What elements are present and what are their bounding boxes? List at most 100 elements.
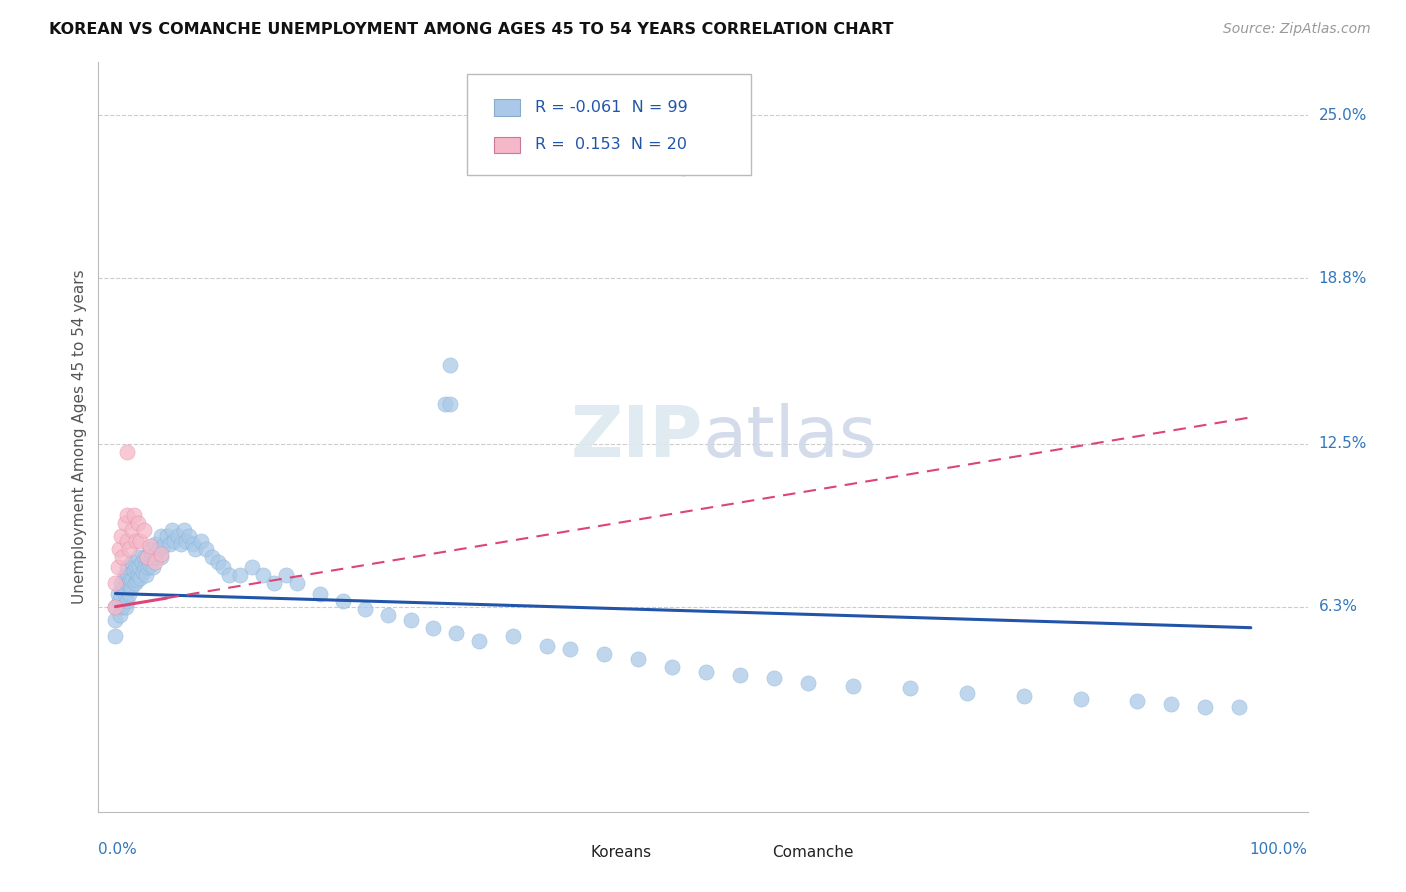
Text: Source: ZipAtlas.com: Source: ZipAtlas.com — [1223, 22, 1371, 37]
Point — [115, 560, 138, 574]
Point — [104, 613, 127, 627]
Point — [155, 529, 177, 543]
Point — [207, 555, 229, 569]
Point — [138, 558, 160, 572]
Point — [184, 541, 207, 556]
Point — [536, 639, 558, 653]
Point — [143, 547, 166, 561]
Point — [218, 568, 240, 582]
Text: 25.0%: 25.0% — [1319, 108, 1367, 122]
Point — [125, 533, 148, 548]
Point — [1194, 699, 1216, 714]
Point — [118, 541, 141, 556]
Point — [159, 536, 181, 550]
Point — [131, 555, 153, 569]
Point — [138, 541, 160, 556]
Point — [148, 541, 170, 556]
FancyBboxPatch shape — [494, 99, 520, 116]
Point — [190, 533, 212, 548]
Point — [127, 516, 149, 530]
Point — [115, 444, 138, 458]
Point — [108, 607, 131, 622]
Point — [136, 549, 159, 564]
Point — [160, 524, 183, 538]
FancyBboxPatch shape — [551, 845, 578, 861]
Text: KOREAN VS COMANCHE UNEMPLOYMENT AMONG AGES 45 TO 54 YEARS CORRELATION CHART: KOREAN VS COMANCHE UNEMPLOYMENT AMONG AG… — [49, 22, 894, 37]
Point — [149, 529, 172, 543]
Point — [212, 560, 235, 574]
Point — [173, 524, 195, 538]
Point — [143, 555, 166, 569]
Point — [111, 599, 134, 614]
Point — [842, 679, 865, 693]
Point — [762, 671, 785, 685]
Point — [127, 549, 149, 564]
Point — [118, 586, 141, 600]
Point — [444, 626, 467, 640]
Point — [132, 549, 155, 564]
Point — [114, 586, 136, 600]
Point — [354, 602, 377, 616]
Point — [399, 613, 422, 627]
Text: R =  0.153  N = 20: R = 0.153 N = 20 — [534, 137, 688, 153]
Point — [110, 529, 132, 543]
Point — [111, 549, 134, 564]
Point — [1126, 694, 1149, 708]
Point — [129, 571, 152, 585]
Point — [592, 647, 614, 661]
Point — [121, 555, 143, 569]
Point — [439, 358, 461, 372]
Point — [104, 599, 127, 614]
Point — [141, 549, 163, 564]
Point — [108, 541, 131, 556]
Point — [229, 568, 252, 582]
Point — [468, 633, 491, 648]
Point — [167, 529, 190, 543]
Point — [108, 594, 131, 608]
Point — [1069, 691, 1091, 706]
Point — [332, 594, 354, 608]
Point — [181, 536, 204, 550]
Text: Comanche: Comanche — [772, 846, 853, 861]
Point — [112, 581, 135, 595]
Point — [252, 568, 274, 582]
Point — [145, 549, 167, 564]
Text: 100.0%: 100.0% — [1250, 842, 1308, 857]
Point — [107, 560, 129, 574]
Point — [120, 581, 142, 595]
Point — [135, 568, 157, 582]
Point — [143, 536, 166, 550]
Point — [129, 533, 152, 548]
Text: atlas: atlas — [703, 402, 877, 472]
Point — [142, 560, 165, 574]
Text: 12.5%: 12.5% — [1319, 436, 1367, 451]
Point — [121, 574, 143, 588]
Point — [128, 560, 150, 574]
Point — [134, 560, 156, 574]
Point — [433, 397, 456, 411]
Point — [152, 539, 174, 553]
Point — [898, 681, 921, 695]
Point — [1229, 699, 1251, 714]
Point — [163, 533, 186, 548]
Point — [377, 607, 399, 622]
Point — [308, 586, 330, 600]
Text: 18.8%: 18.8% — [1319, 270, 1367, 285]
Text: R = -0.061  N = 99: R = -0.061 N = 99 — [534, 100, 688, 115]
Point — [107, 586, 129, 600]
Point — [120, 574, 142, 588]
Point — [115, 508, 138, 522]
Point — [110, 589, 132, 603]
Point — [117, 568, 139, 582]
Point — [115, 594, 138, 608]
Point — [132, 524, 155, 538]
Point — [121, 524, 143, 538]
Point — [661, 660, 683, 674]
Point — [114, 516, 136, 530]
Point — [104, 576, 127, 591]
Point — [695, 665, 717, 680]
Point — [104, 629, 127, 643]
Y-axis label: Unemployment Among Ages 45 to 54 years: Unemployment Among Ages 45 to 54 years — [72, 269, 87, 605]
Point — [179, 529, 201, 543]
Point — [104, 599, 127, 614]
